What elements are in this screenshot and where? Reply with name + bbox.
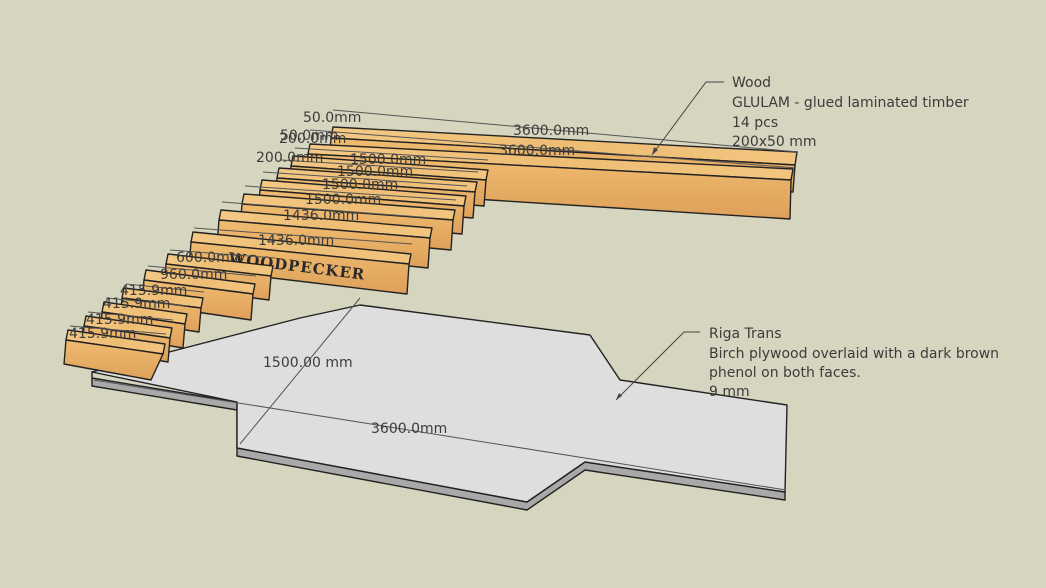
plywood-callout-title: Riga Trans: [709, 326, 782, 342]
wood-callout-line-3: 200x50 mm: [732, 134, 817, 150]
dim-thick-a: 50.0mm: [303, 110, 361, 126]
dim-width-b: 200.0mm: [256, 150, 323, 166]
dim-plate-width: 1500.00 mm: [263, 355, 353, 371]
dimension-lines: [69, 109, 799, 491]
wood-callout-title: Wood: [732, 75, 771, 91]
dimension-labels: 3600.0mm 3600.0mm 50.0mm 50.0mm 200.0mm …: [69, 110, 589, 437]
wood-callout-line-2: 14 pcs: [732, 115, 778, 131]
dim-short-b: 960.0mm: [160, 267, 227, 283]
dim-1436-a: 1436.0mm: [283, 208, 359, 224]
plywood-callout[interactable]: Riga Trans Birch plywood overlaid with a…: [709, 326, 999, 400]
dim-tiny-a: 415.9mm: [120, 283, 187, 299]
dim-mid-2: 1500.0mm: [337, 164, 413, 180]
dim-width-a: 200.0mm: [279, 131, 346, 147]
plywood-callout-line-1: Birch plywood overlaid with a dark brown: [709, 346, 999, 362]
dim-short-a: 600.0mm: [176, 250, 243, 266]
dim-plate-length: 3600.0mm: [371, 421, 447, 437]
dim-thick-b: 50.0mm: [280, 128, 338, 144]
plywood-plate[interactable]: [91, 304, 788, 511]
dim-1436-b: 1436.0mm: [258, 233, 334, 249]
wood-callout-line-1: GLULAM - glued laminated timber: [732, 95, 969, 111]
board-1436-2[interactable]: WOODPECKER: [188, 231, 412, 295]
dim-mid-4: 1500.0mm: [305, 192, 381, 208]
dim-mid-1: 1500.0mm: [350, 152, 426, 168]
callout-leaders: [615, 81, 724, 401]
plywood-callout-line-3: 9 mm: [709, 384, 750, 400]
wood-callout[interactable]: Wood GLULAM - glued laminated timber 14 …: [732, 75, 969, 150]
dim-mid-3: 1500.0mm: [322, 177, 398, 193]
dim-long-top: 3600.0mm: [513, 123, 589, 139]
plate-top-face: [91, 304, 788, 503]
plywood-callout-line-2: phenol on both faces.: [709, 365, 861, 381]
dim-tiny-d: 415.9mm: [69, 326, 136, 342]
dim-long-second: 3600.0mm: [499, 143, 575, 159]
dim-tiny-b: 415.9mm: [103, 296, 170, 312]
board-415-4[interactable]: [63, 329, 166, 381]
dim-tiny-c: 415.9mm: [86, 312, 153, 328]
